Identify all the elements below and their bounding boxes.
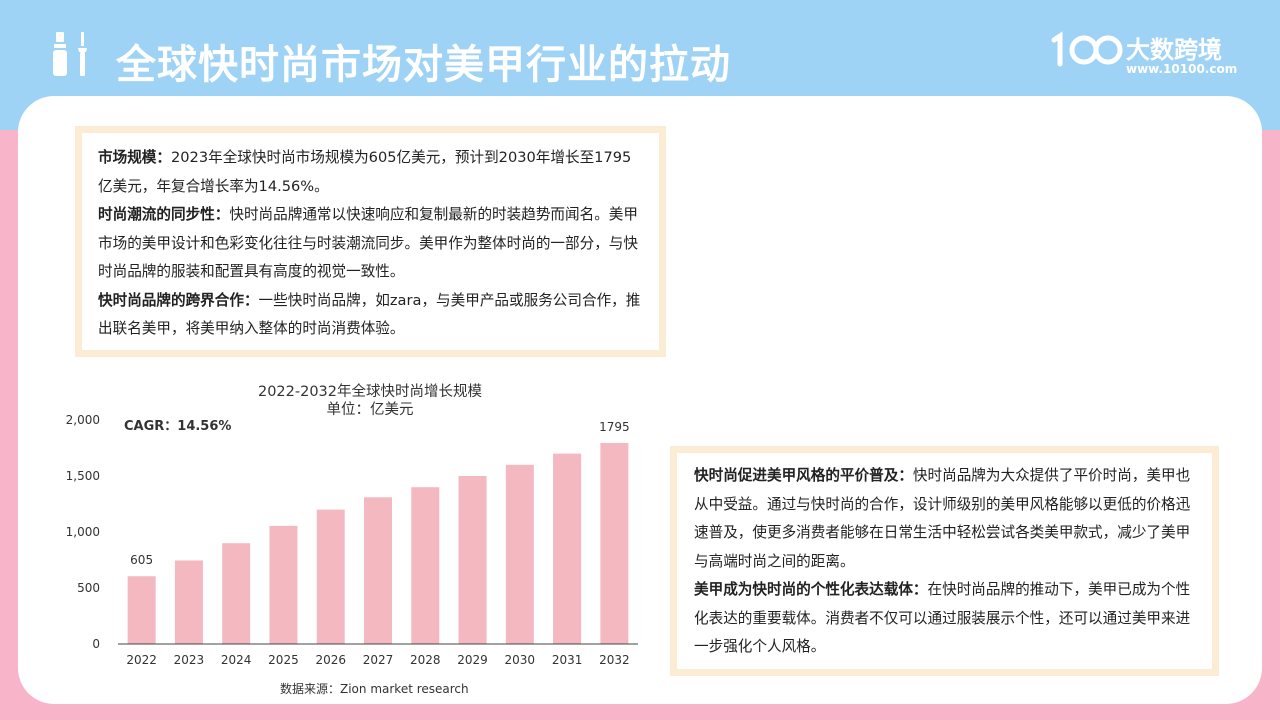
bar-2027 <box>364 497 392 644</box>
chart-subtitle: 单位：亿美元 <box>327 401 414 418</box>
bar-2029 <box>458 476 487 644</box>
bar-2024 <box>222 543 251 644</box>
cagr-annotation: CAGR：14.56% <box>124 419 231 434</box>
y-tick-label: 0 <box>92 637 100 651</box>
x-tick-label: 2028 <box>410 653 441 667</box>
data-label-2022: 605 <box>130 553 153 567</box>
x-tick-label: 2027 <box>363 653 394 667</box>
x-tick-label: 2023 <box>174 653 205 667</box>
brand-logo: 大数跨境 www.10100.com <box>1050 26 1250 82</box>
paragraph-crossover: 快时尚品牌的跨界合作：一些快时尚品牌，如zara，与美甲产品或服务公司合作，推出… <box>98 291 641 338</box>
paragraph-trend-sync: 时尚潮流的同步性：快时尚品牌通常以快速响应和复制最新的时装趋势而闻名。美甲市场的… <box>98 206 638 280</box>
bar-2023 <box>174 560 203 644</box>
paragraph-personal-expression: 美甲成为快时尚的个性化表达载体：在快时尚品牌的推动下，美甲已成为个性化表达的重要… <box>694 581 1191 655</box>
logo-name: 大数跨境 <box>1126 36 1222 64</box>
page-title: 全球快时尚市场对美甲行业的拉动 <box>116 42 731 88</box>
chart-source: 数据来源：Zion market research <box>280 681 469 696</box>
logo-mark-icon <box>1051 31 1123 67</box>
x-tick-label: 2024 <box>221 653 252 667</box>
paragraph-market-size: 市场规模：2023年全球快时尚市场规模为605亿美元，预计到2030年增长至17… <box>98 149 632 195</box>
data-label-2032: 1795 <box>599 420 630 434</box>
x-tick-label: 2022 <box>126 653 157 667</box>
fast-fashion-impact-box: 快时尚促进美甲风格的平价普及：快时尚品牌为大众提供了平价时尚，美甲也从中受益。通… <box>670 446 1219 676</box>
paragraph-affordable-style: 快时尚促进美甲风格的平价普及：快时尚品牌为大众提供了平价时尚，美甲也从中受益。通… <box>694 467 1191 570</box>
x-tick-label: 2029 <box>457 653 488 667</box>
chart-title: 2022-2032年全球快时尚增长规模 <box>258 382 482 400</box>
x-tick-label: 2025 <box>268 653 299 667</box>
bar-2025 <box>269 525 298 644</box>
bar-2031 <box>553 453 582 644</box>
x-tick-label: 2032 <box>599 653 630 667</box>
x-tick-label: 2026 <box>315 653 346 667</box>
x-tick-label: 2031 <box>552 653 583 667</box>
logo-url: www.10100.com <box>1126 62 1238 76</box>
x-tick-label: 2030 <box>505 653 536 667</box>
y-tick-label: 500 <box>77 581 100 595</box>
nail-polish-icon <box>53 32 87 76</box>
bar-2026 <box>316 509 345 644</box>
y-tick-label: 1,500 <box>66 469 100 483</box>
bar-2022 <box>127 576 156 644</box>
bar-2030 <box>505 464 534 644</box>
market-overview-box: 市场规模：2023年全球快时尚市场规模为605亿美元，预计到2030年增长至17… <box>75 126 666 357</box>
y-tick-label: 2,000 <box>66 413 100 427</box>
growth-bar-chart: 2022-2032年全球快时尚增长规模 单位：亿美元 CAGR：14.56% 0… <box>66 382 638 696</box>
bar-2028 <box>411 487 440 644</box>
bar-2032 <box>600 442 629 644</box>
y-tick-label: 1,000 <box>66 525 100 539</box>
